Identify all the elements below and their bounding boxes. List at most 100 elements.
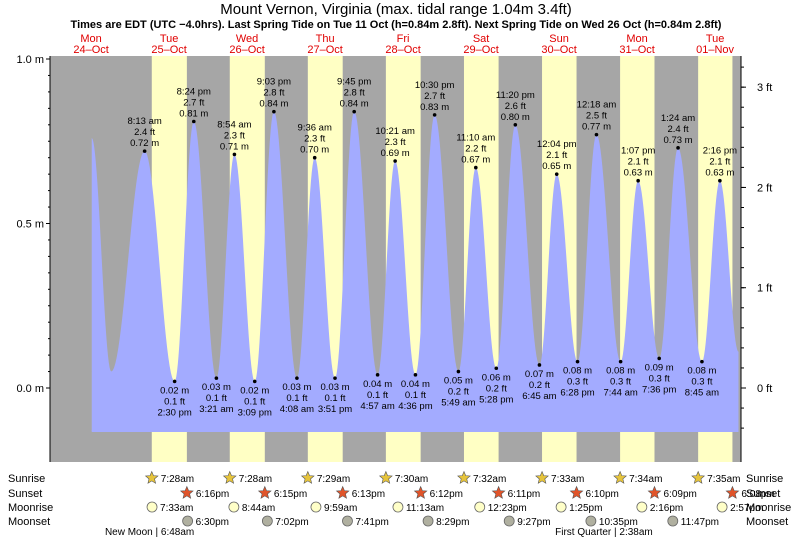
high-tide-feet: 2.8 ft — [263, 88, 284, 99]
high-tide-feet: 2.3 ft — [385, 137, 406, 148]
low-tide-time: 6:45 am — [522, 391, 556, 402]
high-tide-metres: 0.81 m — [179, 109, 208, 120]
high-tide-time: 12:18 am — [577, 100, 617, 111]
sunrise-time: 7:32am — [473, 474, 506, 485]
sunset-icon — [725, 485, 740, 499]
high-tide-time: 9:45 pm — [337, 77, 371, 88]
high-tide-feet: 2.3 ft — [304, 134, 325, 145]
moonset-icon — [503, 515, 515, 527]
low-tide-metres: 0.07 m — [525, 369, 554, 380]
sunset-row-label: Sunset — [8, 488, 42, 500]
sunset-icon — [647, 485, 662, 499]
tide-point — [393, 159, 397, 163]
sunset-icon — [257, 485, 272, 499]
low-tide-feet: 0.3 ft — [691, 377, 712, 388]
tide-point — [295, 376, 299, 380]
low-tide-metres: 0.03 m — [320, 382, 349, 393]
low-tide-feet: 0.1 ft — [324, 393, 345, 404]
astronomy-rows: Sunrise Sunrise Sunset Sunset Moonrise Moonri… — [8, 470, 791, 538]
low-tide-feet: 0.3 ft — [610, 377, 631, 388]
high-tide-metres: 0.63 m — [624, 168, 653, 179]
high-tide-time: 10:30 pm — [415, 80, 455, 91]
moonrise-time: 2:16pm — [650, 503, 683, 514]
high-tide-time: 11:10 am — [456, 133, 495, 144]
tide-point — [252, 379, 257, 384]
moonset-time: 9:27pm — [517, 517, 550, 528]
left-tick-label: 0.5 m — [16, 219, 44, 231]
moonset-time: 7:41pm — [355, 517, 388, 528]
sunrise-time: 7:30am — [395, 474, 428, 485]
high-tide-feet: 2.7 ft — [183, 98, 204, 109]
high-tide-metres: 0.73 m — [664, 135, 693, 146]
day-name: Mon — [626, 33, 647, 45]
low-tide-metres: 0.08 m — [687, 366, 716, 377]
tide-point — [575, 359, 580, 364]
low-tide-time: 5:49 am — [441, 398, 475, 409]
low-tide-time: 6:28 pm — [560, 388, 594, 399]
day-date: 27–Oct — [307, 44, 342, 56]
right-tick-label: 3 ft — [757, 82, 772, 94]
sunrise-time: 7:29am — [317, 474, 350, 485]
high-tide-time: 11:20 pm — [496, 90, 535, 101]
high-tide-feet: 2.4 ft — [667, 124, 688, 135]
high-tide-metres: 0.80 m — [501, 112, 530, 123]
low-tide-metres: 0.06 m — [482, 372, 511, 383]
low-tide-time: 8:45 am — [685, 388, 719, 399]
day-labels: Mon24–OctTue25–OctWed26–OctThu27–OctFri2… — [73, 33, 734, 56]
sunset-row-label-right: Sunset — [746, 488, 780, 500]
day-date: 28–Oct — [385, 44, 420, 56]
tide-point — [232, 152, 237, 157]
low-tide-time: 4:08 am — [280, 404, 314, 415]
moonrise-time: 2:57pm — [730, 503, 763, 514]
right-tick-label: 0 ft — [757, 383, 772, 395]
low-tide-metres: 0.02 m — [160, 385, 189, 396]
tide-point — [142, 149, 147, 153]
high-tide-feet: 2.4 ft — [134, 127, 155, 138]
high-tide-time: 1:07 pm — [621, 146, 655, 157]
tide-point — [618, 359, 623, 364]
moonrise-icon — [555, 501, 567, 513]
tide-point — [333, 376, 337, 380]
low-tide-time: 4:57 am — [360, 401, 394, 412]
sunset-time: 6:15pm — [274, 489, 307, 500]
moonset-time: 7:02pm — [275, 517, 308, 528]
sunrise-icon — [691, 470, 706, 484]
moonrise-time: 7:33am — [160, 503, 193, 514]
high-tide-metres: 0.83 m — [420, 102, 449, 113]
low-tide-feet: 0.1 ft — [286, 393, 307, 404]
tide-point — [456, 369, 461, 374]
day-name: Sat — [473, 33, 490, 45]
tide-point — [474, 165, 478, 170]
sunset-time: 6:10pm — [586, 489, 619, 500]
low-tide-metres: 0.03 m — [282, 382, 311, 393]
day-name: Tue — [160, 33, 179, 45]
moonset-time: 8:29pm — [436, 517, 469, 528]
sunrise-icon — [535, 470, 549, 484]
moonrise-icon — [228, 501, 240, 513]
sunset-icon — [335, 485, 350, 499]
low-tide-feet: 0.2 ft — [486, 383, 507, 394]
moonrise-time: 9:59am — [324, 503, 357, 514]
sunset-icon — [491, 485, 506, 499]
day-name: Mon — [80, 33, 101, 45]
low-tide-feet: 0.1 ft — [244, 396, 265, 407]
axes: 1.0 m 0.5 m 0.0 m 3 ft 2 ft 1 ft 0 ft — [16, 54, 772, 462]
high-tide-metres: 0.63 m — [705, 168, 734, 179]
high-tide-feet: 2.1 ft — [546, 150, 567, 161]
tide-labels: 8:13 am2.4 ft0.72 m0.02 m0.1 ft2:30 pm8:… — [127, 77, 737, 419]
day-name: Wed — [236, 33, 258, 45]
low-tide-metres: 0.08 m — [563, 366, 592, 377]
moonset-icon — [422, 515, 434, 527]
low-tide-time: 3:09 pm — [238, 407, 272, 418]
chart-title: Mount Vernon, Virginia (max. tidal range… — [220, 1, 572, 18]
sunset-time: 6:09pm — [663, 489, 696, 500]
sunset-time: 6:13pm — [352, 489, 385, 500]
moon-phase-label: New Moon | 6:48am — [105, 527, 194, 538]
tide-point — [676, 146, 680, 150]
moonrise-time: 12:23pm — [488, 503, 527, 514]
low-tide-feet: 0.3 ft — [567, 377, 588, 388]
high-tide-metres: 0.67 m — [461, 155, 490, 166]
high-tide-metres: 0.77 m — [582, 122, 611, 133]
low-tide-time: 4:36 pm — [398, 401, 432, 412]
